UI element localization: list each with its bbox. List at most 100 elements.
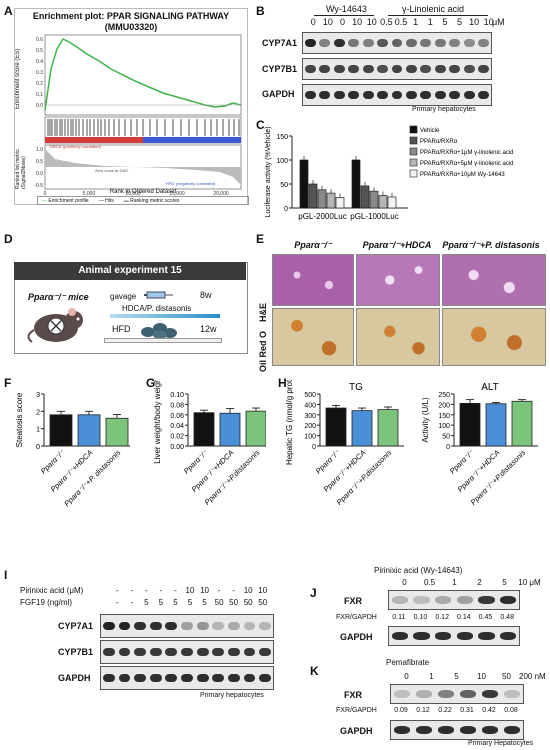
y-axis-label: Activity (U/L) xyxy=(421,397,430,443)
gsea-xtick: 15,000 xyxy=(169,191,185,197)
hits-marks xyxy=(47,119,240,136)
blot-label: - xyxy=(145,586,148,595)
bar xyxy=(105,417,129,447)
blot-band xyxy=(405,91,417,99)
blot-label: 1 xyxy=(427,17,433,27)
blot-label: 0 xyxy=(402,578,407,587)
blotI-row-cyp7a1: CYP7A1 xyxy=(58,621,94,631)
bar xyxy=(485,403,507,447)
blot-band xyxy=(212,621,225,631)
blot-band xyxy=(102,673,115,683)
c-ytick: 0 xyxy=(284,206,288,213)
ytick-label: 0.06 xyxy=(170,413,184,420)
blot-label: 0.22 xyxy=(438,707,452,714)
blot-band xyxy=(118,621,131,631)
blot-band xyxy=(259,621,272,631)
blot-band xyxy=(459,726,477,734)
ytick-label: 0.00 xyxy=(170,444,184,451)
c-legend-label: PPARα/RXRα+10μM Wy-14643 xyxy=(420,172,505,178)
blot-label: 0.11 xyxy=(392,614,406,621)
blot-band xyxy=(478,632,495,640)
oilred-image-3 xyxy=(442,308,546,366)
ytick-label: 0 xyxy=(36,444,40,451)
blot-band xyxy=(181,647,193,657)
gsea-plot-frame: Enrichment plot: PPAR SIGNALING PATHWAY … xyxy=(14,8,249,205)
blot-label: - xyxy=(115,598,119,607)
blot-band xyxy=(362,65,374,73)
histo-row-he: H&E xyxy=(258,302,268,322)
blot-band xyxy=(391,632,409,640)
bar xyxy=(77,414,101,447)
blot-band xyxy=(319,65,331,73)
c-bar xyxy=(335,197,345,209)
blotJ-title: Pirinixic acid (Wy-14643) xyxy=(374,566,463,575)
blot-band xyxy=(212,647,225,657)
c-legend-swatch xyxy=(409,136,418,145)
blot-band xyxy=(259,673,272,683)
ytick-label: 2 xyxy=(36,409,40,416)
gsea-negative-label: 'HFD' (negatively correlated) xyxy=(165,181,216,186)
blotb-group1-line xyxy=(314,15,374,16)
blot-band xyxy=(227,621,240,631)
blot-band xyxy=(434,39,446,47)
blot-band xyxy=(434,91,446,99)
c-legend-label: PPARα/RXRα+5μM γ-linolenic acid xyxy=(420,161,513,167)
blot-band xyxy=(463,91,475,99)
blotI-caption: Primary hepatocytes xyxy=(200,692,264,699)
c-bar xyxy=(317,189,327,209)
gsea-ytick-top: 0.2 xyxy=(36,81,43,87)
blot-band xyxy=(449,39,461,47)
blot-band xyxy=(212,673,225,683)
gsea-ytick-top: 0.1 xyxy=(36,92,43,98)
blot-label: 0.45 xyxy=(478,614,493,621)
bar xyxy=(459,402,481,447)
blot-band xyxy=(456,632,474,640)
x-category-label: Pparα⁻/⁻ xyxy=(39,447,67,475)
histo-col-2: Pparα⁻/⁻+HDCA xyxy=(362,240,432,250)
ytick-label: 200 xyxy=(304,423,316,430)
blotb-gapdh-strip xyxy=(302,84,492,106)
panel-label-c: C xyxy=(256,118,265,132)
blot-band xyxy=(348,65,360,73)
blot-label: 10 xyxy=(352,17,363,27)
blot-label: - xyxy=(130,598,134,607)
blot-band xyxy=(102,647,115,657)
blot-label: 0 xyxy=(340,17,346,27)
blot-band xyxy=(196,621,209,631)
blot-band xyxy=(333,91,345,99)
y-axis-label: Hepatic TG (nmol/g prot.) xyxy=(285,380,294,465)
gsea-ytick-top: 0.3 xyxy=(36,70,43,76)
blot-band xyxy=(434,596,452,604)
blot-band xyxy=(478,596,495,604)
blot-band xyxy=(196,673,209,683)
he-image-1 xyxy=(272,254,354,306)
blotb-group1-label: Wy-14643 xyxy=(326,4,367,14)
blot-label: 0.12 xyxy=(435,614,449,621)
blot-label: 0.42 xyxy=(482,707,496,714)
blot-band xyxy=(415,690,433,698)
panel-label-d: D xyxy=(4,232,13,246)
gsea-ytick-top: 0.6 xyxy=(36,37,43,43)
blot-label: 0.5 xyxy=(380,17,393,27)
blot-band xyxy=(503,690,521,698)
blotI-cyp7a1-strip xyxy=(100,614,274,638)
blotJ-doses: 0 0.5 1 2 5 10 μM xyxy=(392,578,542,588)
blotb-cyp7b1-strip xyxy=(302,58,492,80)
blotK-ratios: 0.09 0.12 0.22 0.31 0.42 0.08 xyxy=(390,707,522,717)
blot-band xyxy=(259,647,272,657)
blot-label: 0.5 xyxy=(423,578,436,587)
blot-label: 50 xyxy=(502,672,511,681)
blot-band xyxy=(149,621,162,631)
oilred-image-1 xyxy=(272,308,354,366)
panel-label-b: B xyxy=(256,4,265,18)
c-bar xyxy=(360,185,370,209)
blotI-row1-values: - - - - -10 10- -10 10 xyxy=(110,586,270,596)
blot-label: 10 xyxy=(185,586,195,595)
gsea-ytick-bottom: 0.0 xyxy=(36,171,43,177)
blot-label: 5 xyxy=(202,598,207,607)
blot-label: 2 xyxy=(477,578,482,587)
blot-band xyxy=(478,91,490,99)
blot-band xyxy=(165,673,178,683)
panel-label-h: H xyxy=(278,376,287,390)
he-image-2 xyxy=(356,254,440,306)
